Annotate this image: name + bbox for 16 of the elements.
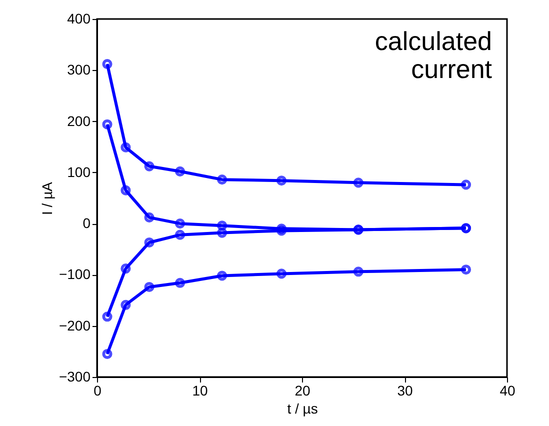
y-tick-label: 300 — [67, 62, 91, 78]
x-axis-title: t / µs — [287, 400, 318, 416]
y-axis-title: I / µA — [38, 181, 55, 215]
x-tick-label: 20 — [294, 382, 310, 398]
y-tick-label: 100 — [67, 164, 91, 180]
y-tick-label: −300 — [58, 368, 91, 384]
y-tick-label: −200 — [58, 317, 91, 334]
y-tick-label: 0 — [82, 215, 91, 232]
x-tick-label: 40 — [500, 382, 516, 398]
annotation: calculated current — [374, 26, 493, 84]
x-tick-label: 30 — [397, 382, 413, 398]
y-tick-label: 400 — [67, 10, 91, 26]
x-tick-label: 0 — [94, 382, 102, 398]
y-tick-label: −100 — [58, 266, 91, 282]
y-tick-label: 200 — [67, 112, 91, 129]
x-tick-label: 10 — [192, 382, 208, 398]
